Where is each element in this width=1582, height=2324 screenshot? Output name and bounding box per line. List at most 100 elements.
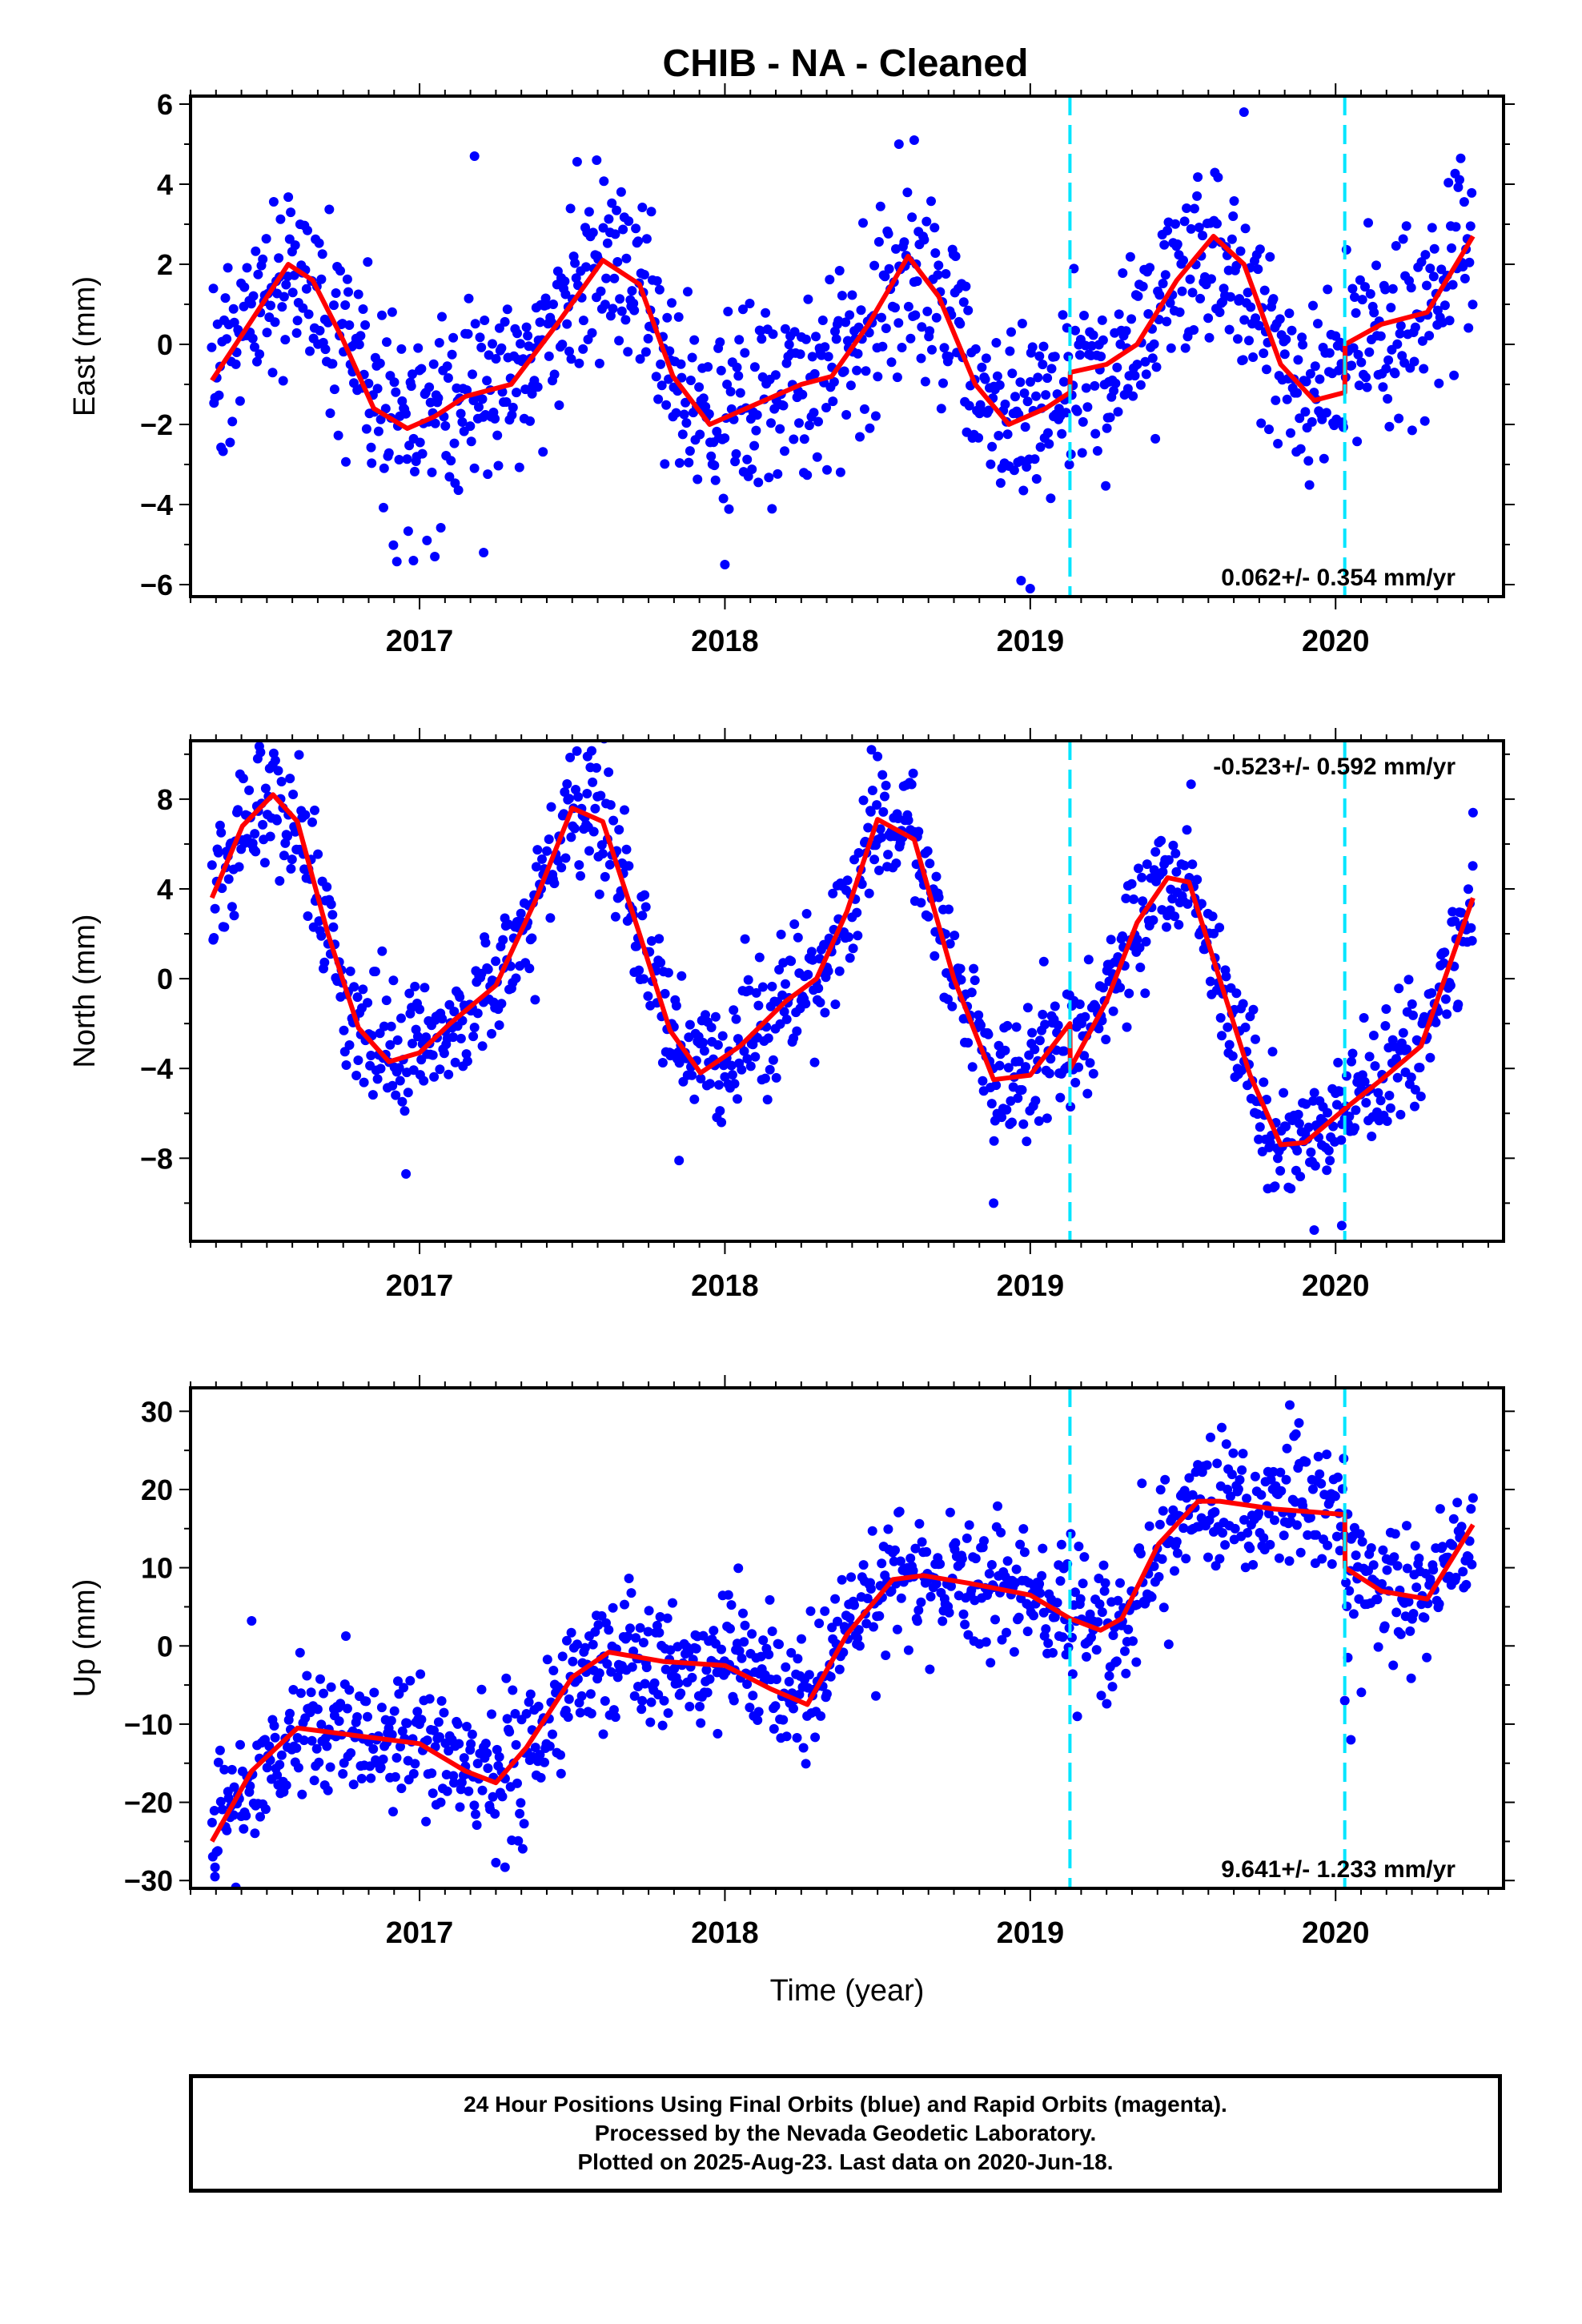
data-point [1078,416,1088,427]
data-point [556,1750,565,1760]
data-point [248,291,259,301]
data-point [1000,399,1010,409]
data-point [779,1007,789,1017]
data-point [1254,1134,1264,1144]
data-point [789,919,800,929]
data-point [574,358,584,368]
data-point-outlier [720,560,730,569]
data-point [1347,360,1357,371]
data-point [339,1025,349,1035]
data-point [396,1013,406,1023]
data-point [1070,1077,1081,1088]
data-point [894,1506,905,1517]
data-point [375,1063,386,1074]
data-point [745,299,755,308]
data-point [225,437,235,448]
data-point [1126,879,1137,889]
data-point [511,973,521,983]
data-point [1014,1056,1024,1067]
data-point [1203,1552,1213,1562]
data-point [1319,453,1329,464]
data-point [877,770,888,780]
data-point [946,1581,956,1591]
data-point [1031,474,1042,484]
data-point [764,472,774,483]
data-point [375,1763,386,1772]
data-point [1244,336,1254,346]
data-point [1392,1072,1403,1083]
data-point-outlier [500,1862,510,1872]
data-point [1445,980,1456,991]
data-point [462,1056,472,1067]
data-point [564,794,574,804]
data-point [834,1664,845,1675]
data-point [1408,1010,1418,1020]
data-point [769,1723,779,1734]
data-point [1382,1565,1392,1575]
data-point [1268,294,1279,304]
data-point [490,413,500,424]
data-point [1155,1485,1166,1495]
data-point [1275,1467,1286,1478]
data-point [1202,1460,1212,1470]
data-point [1378,382,1388,392]
data-point [1107,1682,1118,1692]
data-point [287,854,297,865]
data-point [913,1605,924,1615]
data-point [327,359,338,369]
data-point [1427,988,1437,998]
y-tick-label: 2 [157,248,173,281]
data-point [931,312,942,323]
data-point [338,1769,348,1779]
data-point [1295,1547,1306,1558]
data-point [557,340,568,350]
east-data-points [207,107,1478,593]
data-point [1286,428,1295,438]
data-point [1086,1632,1096,1642]
data-point [229,1782,239,1792]
data-point [1440,994,1451,1004]
data-point [344,1040,355,1050]
data-point [1380,1021,1391,1031]
data-point [766,418,776,428]
data-point [631,223,641,234]
data-point [560,276,570,287]
data-point [969,963,979,974]
data-point [448,1771,459,1781]
data-point [410,466,420,476]
data-point [508,1685,518,1695]
data-point [963,1630,974,1640]
data-point [1369,308,1379,318]
caption-line-2: Processed by the Nevada Geodetic Laborat… [594,2121,1097,2145]
data-point [677,971,687,981]
data-point [811,332,821,342]
data-point [319,1688,328,1699]
data-point [235,396,245,406]
data-point [1090,380,1100,391]
data-point [328,922,339,932]
data-point [1042,373,1053,384]
data-point [523,331,533,341]
data-point [544,1741,555,1751]
x-tick-label: 2018 [691,1269,759,1303]
data-point [353,1055,363,1065]
data-point [865,806,876,817]
data-point [301,283,311,294]
data-point [1054,404,1064,414]
y-tick-label: 6 [157,88,173,121]
data-point [1304,480,1315,490]
data-point [1259,285,1270,296]
data-point [303,911,313,921]
data-point [494,1020,504,1031]
data-point [1019,1547,1030,1558]
data-point [472,1008,483,1019]
data-point [633,236,644,247]
data-point [1381,364,1391,374]
data-point [1044,439,1054,449]
data-point [1154,1572,1164,1582]
data-point [325,1762,335,1772]
data-point [676,1688,686,1699]
data-point [852,907,862,918]
data-point-outlier [674,1156,685,1166]
data-point [488,339,497,349]
